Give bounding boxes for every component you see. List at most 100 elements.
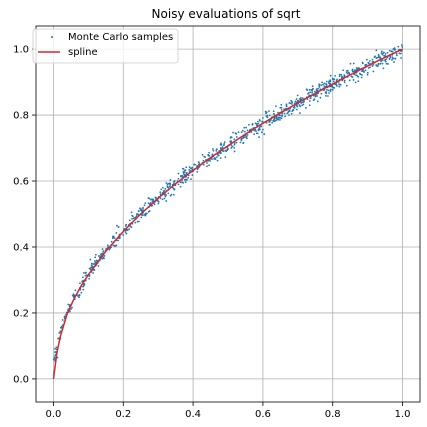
scatter-point <box>128 228 131 230</box>
scatter-point <box>365 63 368 66</box>
scatter-point <box>305 88 308 91</box>
scatter-point <box>327 95 329 97</box>
spline-line <box>52 48 403 380</box>
scatter-point <box>280 114 283 117</box>
x-tick-label: 0.0 <box>46 409 62 420</box>
scatter-point <box>381 53 384 56</box>
scatter-point <box>220 142 222 145</box>
scatter-point <box>165 182 168 184</box>
scatter-point <box>327 89 330 92</box>
scatter-point <box>399 52 402 55</box>
scatter-point <box>223 141 226 144</box>
scatter-point <box>323 82 326 85</box>
scatter-point <box>135 214 138 216</box>
scatter-point <box>206 162 208 164</box>
scatter-point <box>142 214 144 217</box>
scatter-point <box>130 211 133 214</box>
scatter-point <box>385 58 388 61</box>
scatter-point <box>274 119 277 122</box>
scatter-point <box>106 244 109 247</box>
scatter-point <box>101 257 104 260</box>
scatter-point <box>313 98 316 101</box>
scatter-point <box>318 83 321 86</box>
scatter-point <box>89 268 92 271</box>
scatter-point <box>309 100 311 102</box>
scatter-point <box>63 315 66 318</box>
scatter-point <box>197 161 200 163</box>
scatter-point <box>279 118 281 121</box>
scatter-point <box>102 250 105 253</box>
scatter-point <box>261 128 264 131</box>
scatter-point <box>125 223 128 226</box>
scatter-point <box>117 239 120 242</box>
scatter-point <box>211 148 214 150</box>
scatter-point <box>307 92 310 94</box>
scatter-point <box>131 215 134 218</box>
scatter-point <box>143 204 146 207</box>
scatter-point <box>182 167 185 170</box>
scatter-point <box>214 157 216 159</box>
scatter-point <box>338 83 340 86</box>
scatter-point <box>375 49 378 52</box>
scatter-point <box>309 97 312 100</box>
scatter-point <box>255 124 258 126</box>
scatter-point <box>247 123 250 126</box>
scatter-point <box>380 50 383 53</box>
scatter-point <box>131 217 134 220</box>
scatter-point <box>117 226 120 228</box>
scatter-point <box>170 193 173 196</box>
scatter-point <box>92 272 95 274</box>
scatter-point <box>179 185 182 188</box>
scatter-point <box>134 221 137 224</box>
scatter-point <box>394 57 397 60</box>
scatter-point <box>301 97 304 100</box>
scatter-point <box>330 85 333 88</box>
scatter-point <box>291 103 293 105</box>
scatter-point <box>110 240 113 243</box>
scatter-point <box>135 215 138 218</box>
scatter-point <box>182 172 185 175</box>
scatter-point <box>216 156 218 159</box>
scatter-point <box>361 74 363 76</box>
scatter-point <box>280 103 283 106</box>
scatter-point <box>243 126 246 129</box>
scatter-point <box>257 120 259 123</box>
scatter-point <box>53 356 56 359</box>
scatter-point <box>215 150 218 152</box>
scatter-point <box>79 282 81 285</box>
scatter-point <box>296 94 299 97</box>
scatter-point <box>355 74 357 77</box>
scatter-point <box>388 58 391 60</box>
scatter-point <box>322 83 324 86</box>
scatter-point <box>343 81 346 84</box>
scatter-point <box>147 202 150 205</box>
scatter-point <box>335 84 338 87</box>
scatter-point <box>220 152 222 155</box>
scatter-point <box>338 85 341 88</box>
scatter-point <box>261 117 264 119</box>
scatter-point <box>254 122 257 125</box>
scatter-point <box>371 58 374 61</box>
scatter-point <box>383 54 385 57</box>
scatter-point <box>311 91 314 94</box>
scatter-point <box>268 123 271 126</box>
scatter-point <box>275 105 277 108</box>
scatter-point <box>309 91 312 94</box>
scatter-point <box>265 115 268 118</box>
scatter-point <box>323 85 326 88</box>
scatter-point <box>400 57 402 59</box>
scatter-point <box>377 63 380 66</box>
scatter-point <box>125 229 128 232</box>
scatter-point <box>122 233 125 236</box>
scatter-point <box>343 79 346 82</box>
scatter-point <box>230 147 233 149</box>
scatter-point <box>61 319 64 321</box>
scatter-point <box>301 104 303 107</box>
scatter-point <box>253 133 256 136</box>
scatter-point <box>351 68 354 71</box>
scatter-point <box>292 106 295 109</box>
y-tick-label: 0.2 <box>13 308 29 319</box>
scatter-point <box>67 303 70 306</box>
scatter-point <box>157 200 160 203</box>
scatter-point <box>169 179 172 181</box>
